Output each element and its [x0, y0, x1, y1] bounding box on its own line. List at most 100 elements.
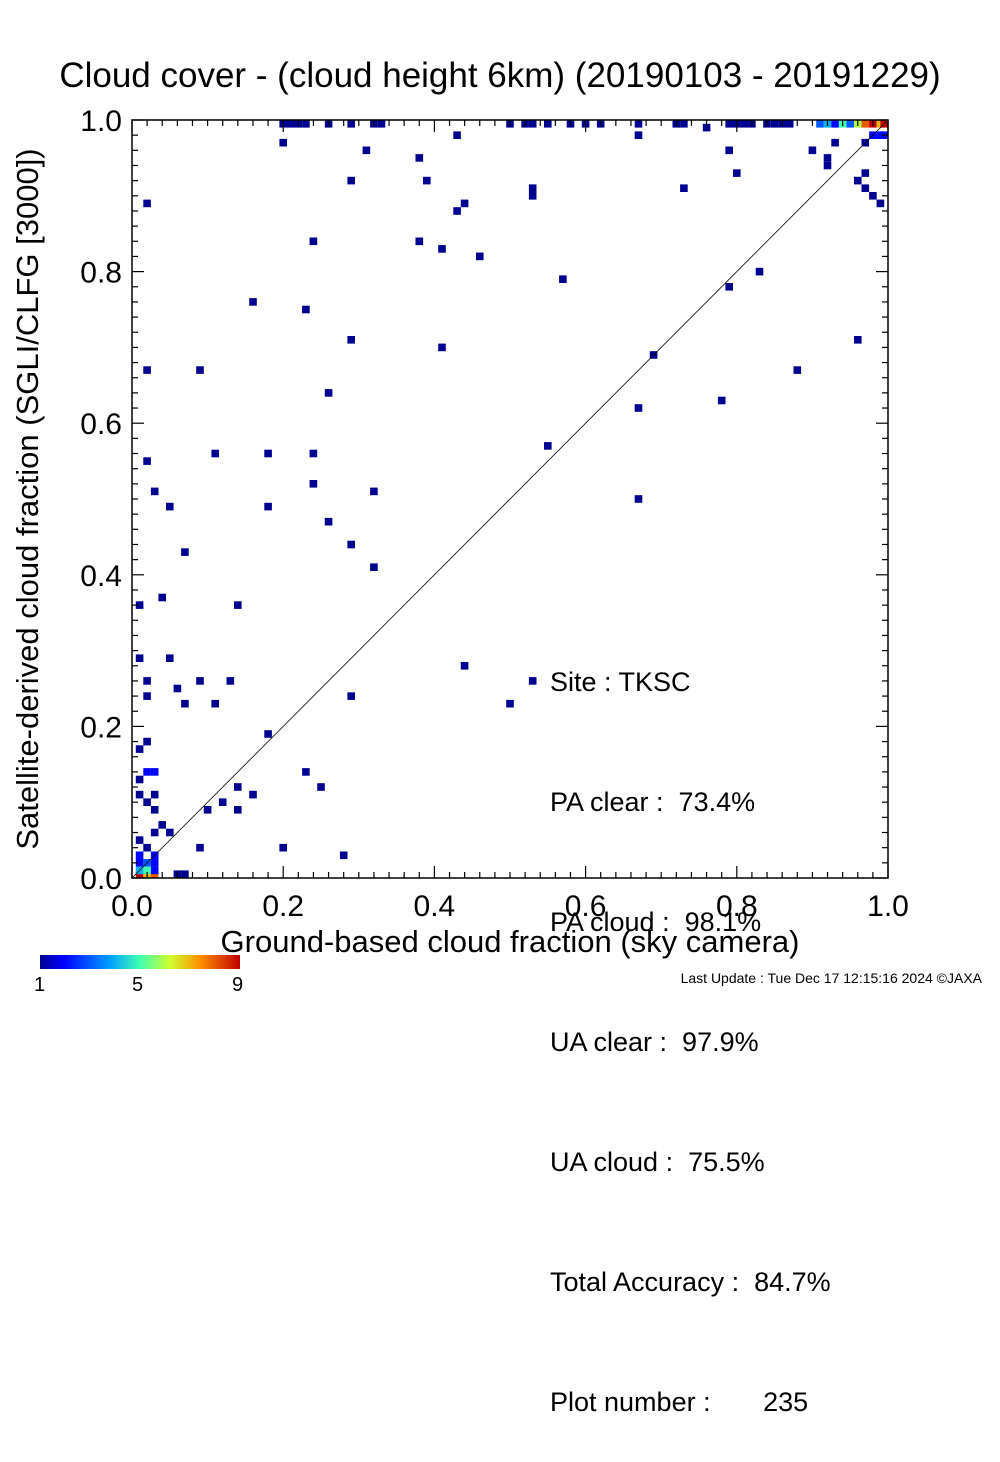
heatmap-cell	[173, 684, 182, 693]
x-tick-label: 1.0	[867, 890, 909, 923]
heatmap-cell	[234, 601, 242, 609]
colorbar-label-mid: 5	[132, 974, 144, 996]
heatmap-cell	[226, 677, 235, 685]
heatmap-cell	[634, 495, 643, 503]
heatmap-cell	[309, 449, 318, 458]
heatmap-cell	[181, 548, 189, 556]
heatmap-cell	[234, 806, 242, 814]
heatmap-cell	[196, 843, 204, 852]
heatmap-cell	[528, 184, 537, 192]
heatmap-cell	[528, 677, 537, 685]
heatmap-cell	[476, 252, 484, 261]
heatmap-cell	[861, 169, 870, 177]
y-tick-label: 0.2	[80, 711, 122, 744]
colorbar	[40, 955, 240, 969]
heatmap-cell	[460, 662, 469, 670]
heatmap-cell	[279, 138, 287, 147]
heatmap-cell	[823, 154, 832, 162]
heatmap-cell	[702, 123, 711, 132]
heatmap-cell	[347, 120, 355, 128]
heatmap-cell	[370, 487, 378, 496]
heatmap-cell	[634, 404, 643, 412]
heatmap-cell	[135, 836, 144, 844]
heatmap-cell	[317, 783, 325, 791]
heatmap-cell	[854, 336, 862, 344]
heatmap-cell	[143, 366, 151, 374]
heatmap-cell	[733, 169, 741, 177]
heatmap-cell	[135, 775, 144, 784]
x-tick-label: 0.0	[111, 890, 153, 923]
heatmap-cell	[264, 502, 272, 511]
heatmap-cell	[370, 563, 378, 571]
statistics-panel: Site : TKSC PA clear : 73.4% PA cloud : …	[550, 582, 831, 1462]
heatmap-cell	[166, 502, 174, 511]
heatmap-cell	[438, 343, 446, 352]
heatmap-cell	[302, 305, 310, 314]
heatmap-cell	[362, 146, 371, 155]
heatmap-cell	[302, 120, 310, 128]
stat-plot-number: Plot number : 235	[550, 1387, 809, 1417]
stat-site: Site : TKSC	[550, 667, 691, 697]
diagonal-reference-line	[131, 119, 889, 879]
heatmap-cell	[808, 146, 817, 155]
heatmap-cell	[785, 120, 794, 128]
heatmap-cell	[158, 593, 166, 602]
heatmap-cell	[302, 768, 310, 776]
heatmap-cell	[135, 851, 144, 860]
heatmap-cell	[423, 176, 431, 185]
heatmap-cell	[181, 699, 189, 708]
heatmap-cell	[377, 120, 386, 128]
heatmap-cell	[249, 298, 257, 306]
y-tick-label: 0.6	[80, 408, 122, 441]
heatmap-cell	[816, 120, 824, 128]
heatmap-cell	[460, 199, 469, 208]
heatmap-cell	[876, 131, 885, 139]
heatmap-cell	[150, 768, 159, 776]
heatmap-cell	[135, 654, 144, 662]
y-tick-label: 0.4	[80, 560, 122, 593]
heatmap-cell	[150, 866, 159, 875]
heatmap-cell	[347, 176, 355, 185]
heatmap-cell	[203, 806, 212, 814]
heatmap-cell	[324, 389, 333, 397]
heatmap-cell	[347, 540, 355, 549]
heatmap-cell	[453, 131, 461, 139]
colorbar-label-max: 9	[232, 974, 244, 996]
y-tick-label: 1.0	[80, 105, 122, 138]
heatmap-cell	[544, 442, 552, 450]
heatmap-cell	[181, 870, 189, 878]
heatmap-cell	[158, 821, 166, 829]
y-tick-label: 0.0	[80, 863, 122, 896]
x-tick-label: 0.2	[262, 890, 304, 923]
axis-ticks: 0.0 0.2 0.4 0.6 0.8 1.0 0.0 0.2 0.4 0.6 0.8 1.0	[80, 105, 909, 923]
chart-title: Cloud cover - (cloud height 6km) (201901…	[59, 56, 941, 95]
heatmap-cell	[528, 192, 537, 200]
heatmap-cell	[150, 859, 159, 867]
heatmap-cell	[793, 366, 802, 374]
stat-pa-cloud: PA cloud : 98.1%	[550, 907, 762, 937]
heatmap-cell	[559, 275, 567, 283]
heatmap-cell	[869, 192, 877, 200]
heatmap-cell	[150, 487, 159, 496]
y-tick-label: 0.8	[80, 257, 122, 290]
heatmap-cell	[347, 692, 355, 700]
heatmap-cell	[166, 654, 174, 662]
heatmap-cell	[755, 267, 764, 276]
heatmap-cell	[309, 480, 318, 488]
heatmap-cell	[150, 870, 159, 878]
heatmap-cell	[143, 866, 151, 875]
heatmap-cell	[324, 517, 333, 526]
heatmap-cell	[264, 730, 272, 738]
stat-ua-cloud: UA cloud : 75.5%	[550, 1147, 765, 1177]
stat-ua-clear: UA clear : 97.9%	[550, 1027, 759, 1057]
heatmap-cell	[415, 154, 424, 162]
colorbar-label-min: 1	[34, 974, 46, 996]
heatmap-cell	[831, 138, 839, 147]
heatmap-cell	[135, 790, 144, 799]
heatmap-cell	[196, 677, 204, 685]
heatmap-cell	[143, 768, 151, 776]
heatmap-cell	[143, 457, 151, 465]
heatmap-cell	[846, 120, 854, 128]
last-update-text: Last Update : Tue Dec 17 12:15:16 2024 ©…	[680, 970, 982, 986]
heatmap-cell	[143, 199, 151, 208]
